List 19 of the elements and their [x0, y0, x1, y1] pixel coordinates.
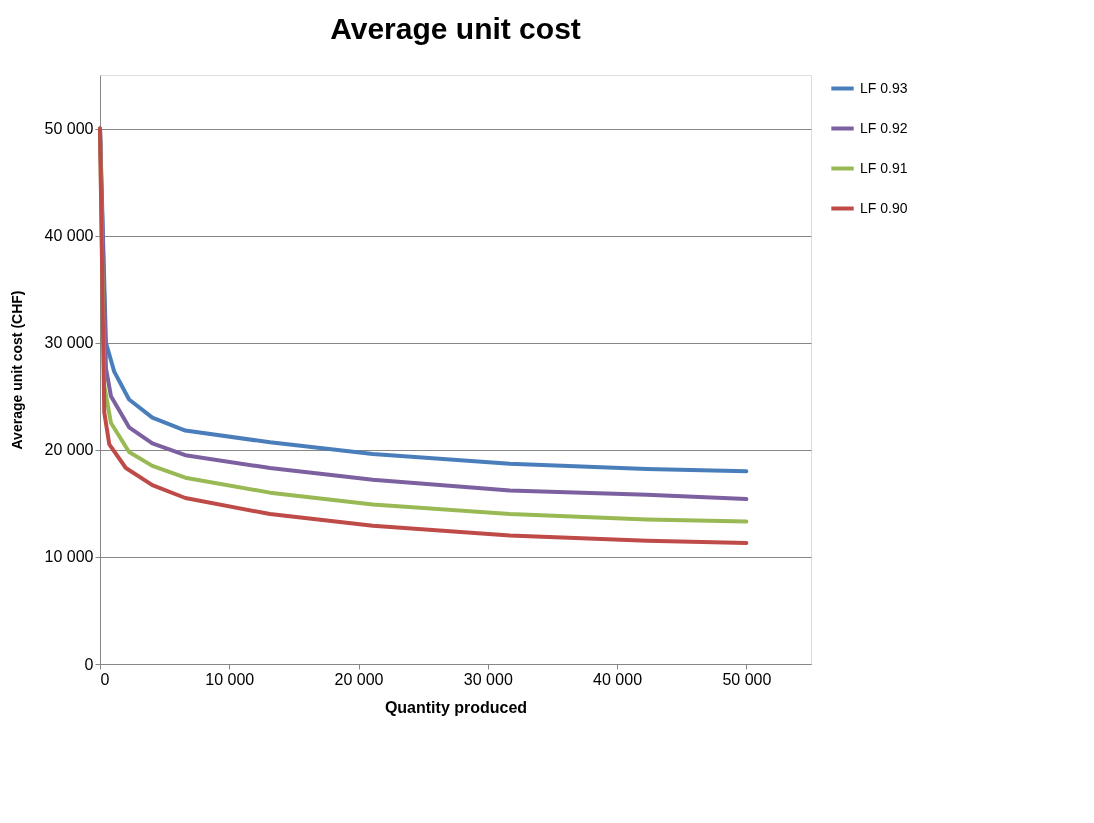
y-tick-label: 50 000	[44, 120, 94, 138]
x-tick-label: 30 000	[463, 670, 513, 688]
legend-label: LF 0.90	[860, 199, 908, 216]
x-tick-label: 0	[100, 670, 110, 688]
y-tick-label: 30 000	[44, 334, 94, 352]
y-tick-label: 40 000	[44, 227, 94, 245]
legend-label: LF 0.91	[860, 159, 908, 176]
legend-label: LF 0.93	[860, 79, 908, 96]
y-tick-label: 20 000	[44, 441, 94, 459]
y-tick-label: 0	[84, 655, 94, 673]
x-tick-label: 20 000	[334, 670, 384, 688]
x-tick-label: 50 000	[722, 670, 772, 688]
x-tick-label: 10 000	[205, 670, 255, 688]
chart-title: Average unit cost	[330, 12, 581, 45]
y-axis-title: Average unit cost (CHF)	[8, 290, 25, 450]
x-axis-title: Quantity produced	[384, 698, 528, 716]
legend-label: LF 0.92	[860, 119, 908, 136]
y-tick-label: 10 000	[44, 548, 94, 566]
x-tick-label: 40 000	[593, 670, 643, 688]
